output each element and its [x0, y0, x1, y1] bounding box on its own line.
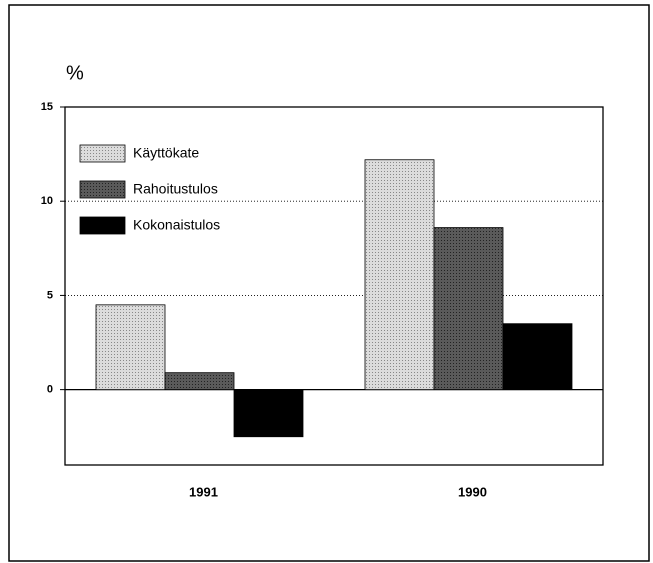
- bar: [233, 389, 304, 438]
- x-tick-label: 1990: [458, 484, 487, 499]
- bar: [502, 323, 573, 391]
- x-tick-label: 1991: [189, 484, 218, 499]
- y-tick-label: 0: [47, 384, 53, 396]
- y-tick-label: 15: [41, 101, 53, 113]
- y-axis-label: %: [66, 62, 84, 84]
- legend-swatch: [79, 144, 126, 163]
- bar: [364, 159, 435, 391]
- plot-area: [64, 106, 604, 466]
- bar: [164, 372, 235, 391]
- bar: [95, 304, 166, 391]
- legend-label: Käyttökate: [133, 145, 199, 161]
- legend-swatch: [79, 216, 126, 235]
- legend-label: Kokonaistulos: [133, 217, 220, 233]
- legend-label: Rahoitustulos: [133, 181, 218, 197]
- y-tick-label: 10: [41, 195, 53, 207]
- bar: [433, 227, 504, 391]
- frame: [8, 4, 650, 562]
- y-tick-label: 5: [47, 289, 53, 301]
- legend-swatch: [79, 180, 126, 199]
